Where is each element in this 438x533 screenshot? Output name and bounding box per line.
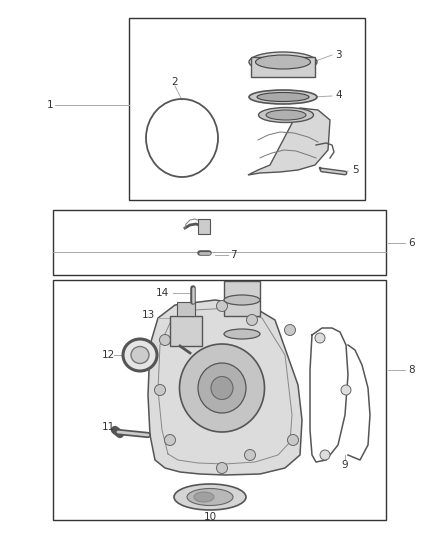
Ellipse shape [287, 434, 299, 446]
Text: 13: 13 [142, 310, 155, 320]
Text: 12: 12 [101, 350, 115, 360]
Text: 2: 2 [172, 77, 178, 87]
Ellipse shape [131, 346, 149, 364]
Text: 1: 1 [47, 100, 53, 110]
Text: 7: 7 [230, 250, 237, 260]
Ellipse shape [216, 463, 227, 473]
Bar [177, 302, 195, 316]
Ellipse shape [244, 449, 255, 461]
Ellipse shape [255, 55, 311, 69]
Ellipse shape [198, 363, 246, 413]
Bar [198, 219, 210, 234]
Bar [170, 316, 202, 346]
Bar [251, 57, 315, 77]
Ellipse shape [155, 384, 166, 395]
Ellipse shape [187, 489, 233, 505]
Ellipse shape [216, 301, 227, 311]
Ellipse shape [123, 339, 157, 371]
Ellipse shape [257, 93, 309, 101]
Ellipse shape [249, 52, 317, 72]
Text: 11: 11 [101, 422, 115, 432]
Text: 8: 8 [408, 365, 415, 375]
Bar [224, 281, 260, 316]
Ellipse shape [249, 90, 317, 104]
Text: 6: 6 [408, 238, 415, 248]
Ellipse shape [180, 344, 265, 432]
Ellipse shape [224, 329, 260, 339]
Text: 3: 3 [335, 50, 342, 60]
Text: 5: 5 [352, 165, 359, 175]
Text: 14: 14 [155, 288, 169, 298]
Ellipse shape [266, 110, 306, 120]
Text: 9: 9 [342, 460, 348, 470]
Ellipse shape [315, 333, 325, 343]
Ellipse shape [159, 335, 170, 345]
Ellipse shape [320, 450, 330, 460]
Text: 4: 4 [335, 90, 342, 100]
Polygon shape [248, 108, 330, 175]
Ellipse shape [174, 484, 246, 510]
Bar [53, 280, 386, 520]
Ellipse shape [224, 295, 260, 305]
Ellipse shape [211, 376, 233, 400]
Bar [53, 210, 386, 275]
Ellipse shape [285, 325, 296, 335]
Text: 10: 10 [203, 512, 216, 522]
Ellipse shape [165, 434, 176, 446]
Ellipse shape [194, 492, 214, 502]
Polygon shape [148, 300, 302, 475]
Ellipse shape [247, 314, 258, 326]
Ellipse shape [258, 108, 314, 123]
Ellipse shape [341, 385, 351, 395]
Bar [129, 18, 365, 200]
